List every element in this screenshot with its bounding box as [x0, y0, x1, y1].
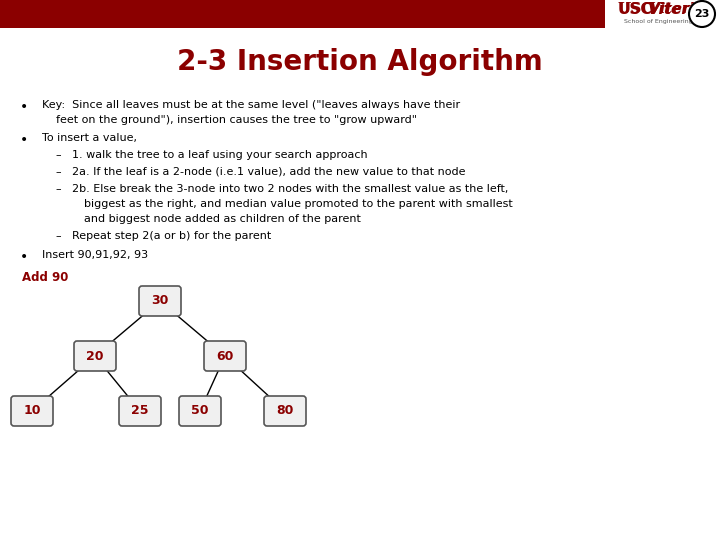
Text: –: –: [55, 184, 60, 194]
Text: USC: USC: [618, 2, 652, 17]
Text: and biggest node added as children of the parent: and biggest node added as children of th…: [84, 214, 361, 224]
Circle shape: [689, 1, 715, 27]
Text: 23: 23: [694, 9, 710, 19]
Text: –: –: [55, 150, 60, 160]
Text: Viterbi: Viterbi: [648, 2, 706, 16]
Text: 50: 50: [192, 404, 209, 417]
FancyBboxPatch shape: [11, 396, 53, 426]
Text: –: –: [55, 167, 60, 177]
Text: 2a. If the leaf is a 2-node (i.e.1 value), add the new value to that node: 2a. If the leaf is a 2-node (i.e.1 value…: [72, 167, 466, 177]
Text: Insert 90,91,92, 93: Insert 90,91,92, 93: [42, 250, 148, 260]
Text: School of Engineering: School of Engineering: [624, 18, 693, 24]
Text: 20: 20: [86, 349, 104, 362]
FancyBboxPatch shape: [264, 396, 306, 426]
Text: 2-3 Insertion Algorithm: 2-3 Insertion Algorithm: [177, 48, 543, 76]
Text: 30: 30: [151, 294, 168, 307]
Text: feet on the ground"), insertion causes the tree to "grow upward": feet on the ground"), insertion causes t…: [56, 115, 417, 125]
FancyBboxPatch shape: [204, 341, 246, 371]
Text: 25: 25: [131, 404, 149, 417]
Bar: [605, 0, 720, 28]
FancyBboxPatch shape: [179, 396, 221, 426]
Text: Add 90: Add 90: [22, 271, 68, 284]
Text: 2b. Else break the 3-node into two 2 nodes with the smallest value as the left,: 2b. Else break the 3-node into two 2 nod…: [72, 184, 508, 194]
Text: 80: 80: [276, 404, 294, 417]
Text: biggest as the right, and median value promoted to the parent with smallest: biggest as the right, and median value p…: [84, 199, 513, 209]
FancyBboxPatch shape: [139, 286, 181, 316]
Text: Repeat step 2(a or b) for the parent: Repeat step 2(a or b) for the parent: [72, 231, 271, 241]
Bar: [0, 0, 720, 28]
Text: Viterbi: Viterbi: [648, 2, 706, 17]
Text: Key:  Since all leaves must be at the same level ("leaves always have their: Key: Since all leaves must be at the sam…: [42, 100, 460, 110]
Text: •: •: [20, 100, 28, 114]
FancyBboxPatch shape: [119, 396, 161, 426]
Text: •: •: [20, 250, 28, 264]
FancyBboxPatch shape: [74, 341, 116, 371]
Text: •: •: [20, 133, 28, 147]
Text: 10: 10: [23, 404, 41, 417]
Text: To insert a value,: To insert a value,: [42, 133, 137, 143]
Text: USC: USC: [618, 2, 654, 16]
Text: –: –: [55, 231, 60, 241]
Text: 60: 60: [216, 349, 234, 362]
Text: 1. walk the tree to a leaf using your search approach: 1. walk the tree to a leaf using your se…: [72, 150, 368, 160]
